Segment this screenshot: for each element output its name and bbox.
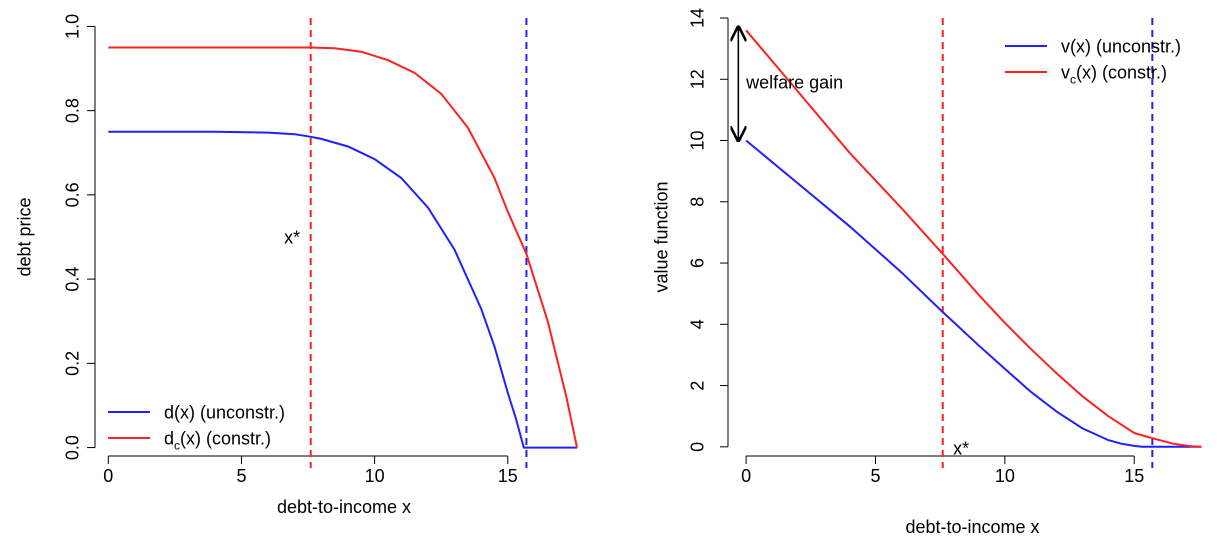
x-tick-label: 15: [1124, 466, 1144, 486]
y-tick-label: 0.2: [62, 351, 82, 376]
y-axis-label: value function: [651, 181, 671, 292]
x-axis-label: debt-to-income x: [277, 497, 411, 517]
x-tick-label: 5: [236, 466, 246, 486]
x-axis: 0 5 10 15: [103, 455, 518, 486]
y-tick-label: 0.0: [62, 435, 82, 460]
debt-price-chart: 0 5 10 15 debt-to-income x 0.0 0.2 0.4 0.6 0.8 1.0…: [14, 14, 578, 517]
x-tick-label: 5: [870, 466, 880, 486]
legend-label: vc(x) (constr.): [1061, 62, 1167, 86]
x-tick-label: 15: [498, 466, 518, 486]
x-tick-label: 0: [741, 466, 751, 486]
y-tick-label: 8: [687, 197, 707, 207]
y-tick-label: 10: [687, 131, 707, 151]
legend-label: d(x) (unconstr.): [164, 402, 285, 422]
x-tick-label: 10: [365, 466, 385, 486]
y-tick-label: 0.8: [62, 98, 82, 123]
y-tick-label: 0: [687, 442, 707, 452]
y-tick-label: 0.6: [62, 182, 82, 207]
series-line: [745, 139, 1202, 448]
y-tick-label: 12: [687, 69, 707, 89]
y-tick-label: 0.4: [62, 267, 82, 292]
annotation: x*: [953, 439, 969, 459]
x-tick-label: 0: [103, 466, 113, 486]
legend-label: dc(x) (constr.): [164, 428, 271, 452]
y-tick-label: 14: [687, 8, 707, 28]
y-axis: 0.0 0.2 0.4 0.6 0.8 1.0: [62, 14, 96, 460]
x-axis: 0 5 10 15: [741, 455, 1144, 486]
legend-label: v(x) (unconstr.): [1061, 36, 1181, 56]
value-function-chart: 0 5 10 15 debt-to-income x 0 2 4 6 8 10 12 14 value f…: [651, 8, 1202, 537]
y-tick-label: 2: [687, 381, 707, 391]
annotation: x*: [284, 227, 300, 247]
series-line: [108, 46, 578, 448]
y-axis: 0 2 4 6 8 10 12 14: [687, 8, 729, 452]
legend: d(x) (unconstr.) dc(x) (constr.): [108, 402, 285, 452]
series-line: [745, 29, 1202, 448]
y-tick-label: 1.0: [62, 14, 82, 39]
legend: v(x) (unconstr.) vc(x) (constr.): [1005, 36, 1181, 86]
annotation: welfare gain: [745, 73, 843, 93]
series-line: [108, 130, 577, 449]
y-tick-label: 6: [687, 258, 707, 268]
y-axis-label: debt price: [14, 197, 34, 276]
x-tick-label: 10: [995, 466, 1015, 486]
y-tick-label: 4: [687, 319, 707, 329]
x-axis-label: debt-to-income x: [905, 517, 1039, 537]
